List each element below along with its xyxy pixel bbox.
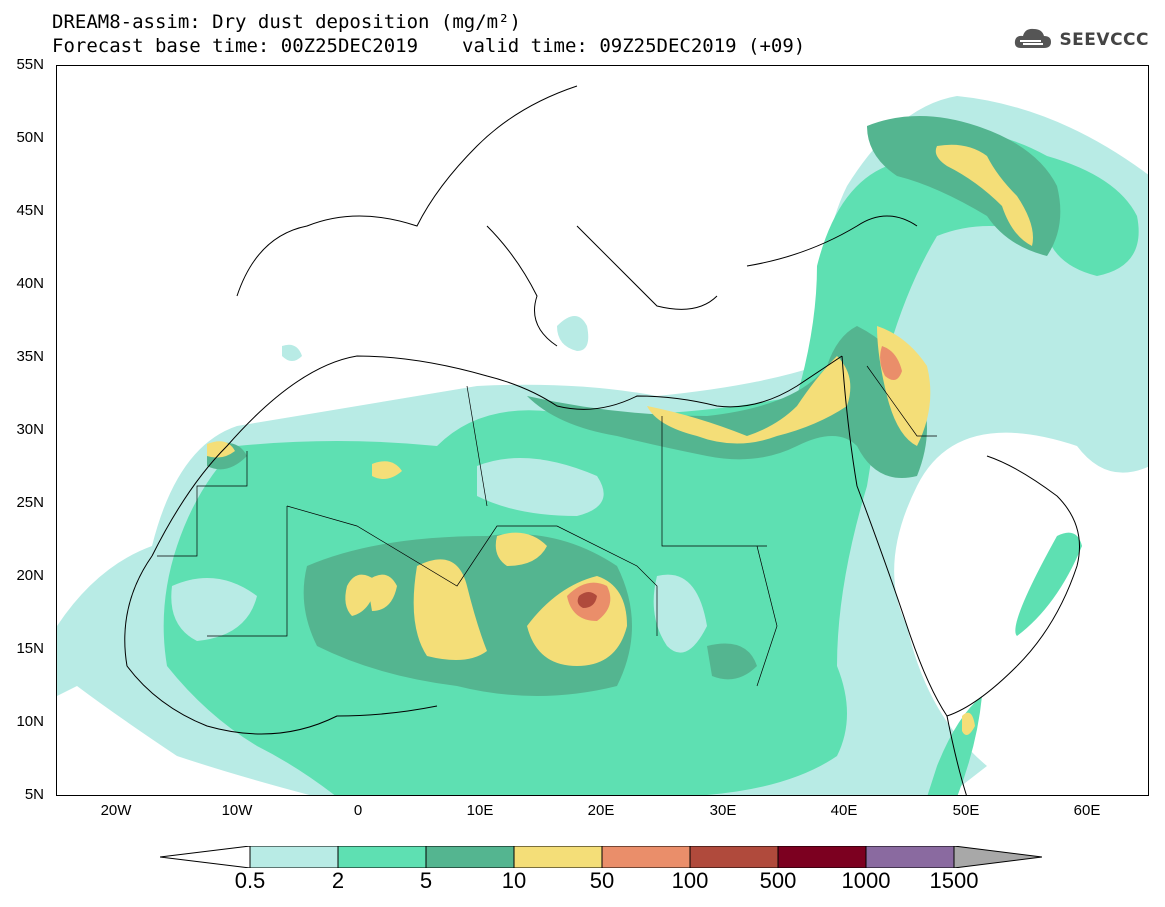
colorbar-swatch [602,846,690,868]
lon-label: 30E [693,802,753,819]
lon-label: 10E [450,802,510,819]
lat-label: 5N [6,786,44,803]
lon-label: 40E [814,802,874,819]
base-time: Forecast base time: 00Z25DEC2019 [52,35,418,57]
colorbar-swatch [866,846,954,868]
lat-label: 15N [6,640,44,657]
colorbar-label: 10 [479,868,549,894]
colorbar-swatch [690,846,778,868]
lat-label: 55N [6,56,44,73]
colorbar-label: 2 [303,868,373,894]
valid-time: valid time: 09Z25DEC2019 (+09) [462,35,805,57]
colorbar-swatch [250,846,338,868]
lon-label: 50E [936,802,996,819]
colorbar-swatch [778,846,866,868]
lat-label: 50N [6,129,44,146]
colorbar-label: 1500 [919,868,989,894]
lat-label: 20N [6,567,44,584]
lon-label: 60E [1057,802,1117,819]
lat-label: 45N [6,202,44,219]
lat-label: 35N [6,348,44,365]
forecast-times: Forecast base time: 00Z25DEC2019 valid ti… [52,36,805,56]
cloud-icon [1013,26,1053,54]
colorbar-swatch [514,846,602,868]
colorbar-swatch [426,846,514,868]
dust-deposition-map [56,65,1149,796]
lat-label: 30N [6,421,44,438]
colorbar-lower-triangle [160,846,250,868]
lat-label: 40N [6,275,44,292]
logo-text: SEEVCCC [1059,30,1149,50]
colorbar-label: 500 [743,868,813,894]
colorbar-upper-triangle [954,846,1042,868]
colorbar-label: 50 [567,868,637,894]
colorbar-label: 0.5 [215,868,285,894]
lon-label: 10W [207,802,267,819]
seevccc-logo: SEEVCCC [1013,26,1149,54]
colorbar-swatch [338,846,426,868]
colorbar-label: 1000 [831,868,901,894]
lat-label: 25N [6,494,44,511]
colorbar-label: 100 [655,868,725,894]
map-title: DREAM8-assim: Dry dust deposition (mg/m²… [52,12,521,32]
colorbar-swatches [160,846,1042,868]
colorbar-label: 5 [391,868,461,894]
lon-label: 20E [571,802,631,819]
lat-label: 10N [6,713,44,730]
lon-label: 0 [328,802,388,819]
lon-label: 20W [86,802,146,819]
